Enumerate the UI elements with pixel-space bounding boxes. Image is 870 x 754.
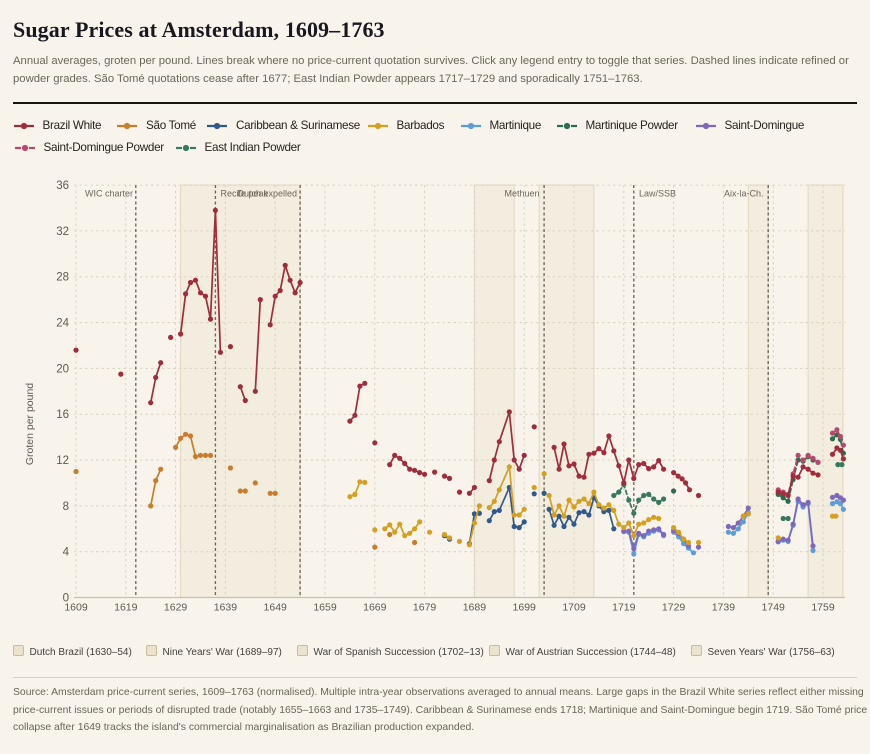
- svg-text:1629: 1629: [164, 602, 188, 614]
- svg-text:1689: 1689: [463, 602, 487, 614]
- svg-text:1659: 1659: [313, 602, 337, 614]
- svg-text:1759: 1759: [811, 602, 835, 614]
- svg-text:20: 20: [56, 363, 69, 375]
- svg-text:1669: 1669: [363, 602, 387, 614]
- svg-text:32: 32: [56, 226, 69, 238]
- svg-text:Methuen: Methuen: [504, 189, 539, 199]
- svg-text:1719: 1719: [612, 602, 636, 614]
- svg-text:8: 8: [63, 501, 69, 513]
- svg-text:24: 24: [56, 318, 69, 330]
- svg-text:Dutch expelled: Dutch expelled: [237, 189, 297, 199]
- svg-text:Groten per pound: Groten per pound: [24, 383, 36, 465]
- svg-text:1699: 1699: [513, 602, 537, 614]
- svg-text:Law/SSB: Law/SSB: [639, 189, 676, 199]
- svg-text:36: 36: [56, 180, 69, 192]
- svg-text:12: 12: [56, 455, 69, 467]
- svg-text:16: 16: [56, 409, 69, 421]
- svg-text:1739: 1739: [712, 602, 736, 614]
- svg-text:Aix-la-Ch.: Aix-la-Ch.: [724, 189, 764, 199]
- svg-text:Recife peak: Recife peak: [221, 189, 269, 199]
- svg-text:1679: 1679: [413, 602, 437, 614]
- svg-text:1709: 1709: [562, 602, 586, 614]
- svg-text:1639: 1639: [214, 602, 238, 614]
- svg-text:1729: 1729: [662, 602, 686, 614]
- svg-text:1609: 1609: [64, 602, 88, 614]
- svg-text:4: 4: [63, 547, 70, 559]
- svg-text:28: 28: [56, 272, 69, 284]
- svg-text:0: 0: [63, 593, 69, 605]
- svg-text:1619: 1619: [114, 602, 138, 614]
- svg-text:WIC charter: WIC charter: [85, 189, 133, 199]
- svg-text:1649: 1649: [264, 602, 288, 614]
- svg-text:1749: 1749: [762, 602, 786, 614]
